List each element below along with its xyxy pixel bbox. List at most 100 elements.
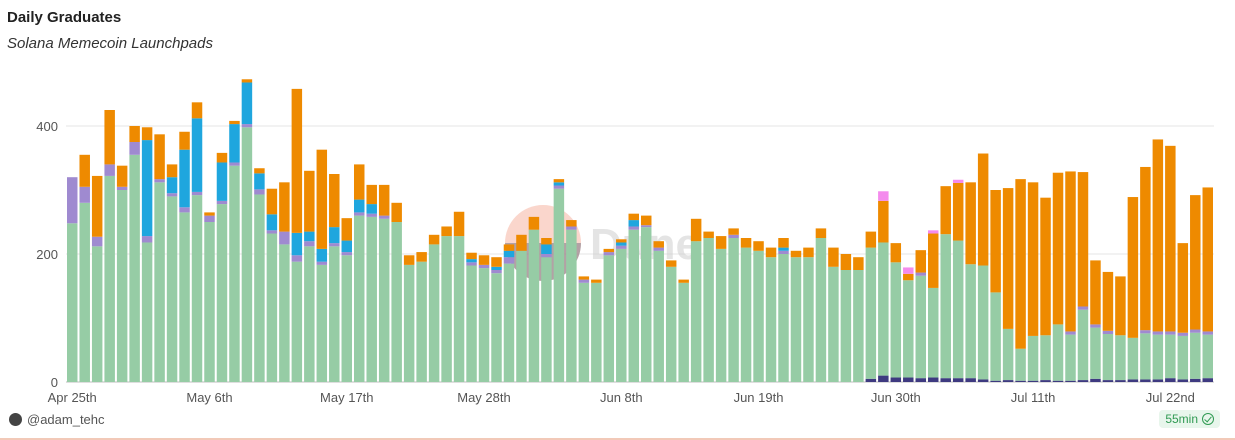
bar-segment [341,240,352,253]
bar-segment [291,232,303,256]
bar-segment [304,241,315,247]
bar-segment [1077,172,1089,307]
bar-segment [1190,195,1201,330]
bar-segment [166,177,178,194]
bar-segment [1177,335,1189,380]
bar-segment [304,246,315,382]
bar-segment [316,264,328,382]
bar-segment [1202,334,1213,379]
bar-segment [903,267,914,274]
bar-segment [1065,331,1076,335]
bar-segment [915,378,926,382]
bar-segment [828,247,839,267]
bar-segment [491,273,502,382]
bar-segment [1165,334,1176,379]
author-link[interactable]: @adam_tehc [9,412,105,427]
bar-segment [428,244,440,382]
bar-segment [91,246,103,382]
bar-segment [491,266,502,270]
bar-segment [166,164,178,178]
bar-segment [828,266,839,382]
y-tick-label: 400 [36,119,58,134]
bar-segment [291,255,303,262]
bar-segment [878,191,889,201]
bar-segment [1040,335,1051,381]
bar-segment [1202,378,1213,382]
bar-segment [191,191,203,196]
bar-segment [790,257,802,382]
bar-segment [903,273,914,281]
bar-segment [503,263,515,382]
bar-segment [279,231,290,245]
bar-segment [516,250,527,382]
y-tick-label: 200 [36,247,58,262]
bar-segment [129,142,140,155]
bar-segment [952,240,964,379]
bar-segment [179,131,190,150]
bar-segment [815,228,827,238]
bar-segment [1102,330,1114,334]
bar-segment [616,242,627,246]
bar-segment [616,239,627,243]
bar-segment [291,88,303,233]
bar-segment [91,236,103,247]
bar-segment [890,377,902,382]
bar-segment [466,262,477,266]
bar-segment [1002,188,1014,329]
bar-segment [366,204,377,214]
bar-segment [191,118,203,192]
bar-segment [141,127,153,141]
bar-segment [616,245,627,249]
bar-segment [778,247,789,251]
bar-segment [491,270,502,274]
bar-segment [378,184,390,216]
bar-segment [1140,330,1151,334]
bar-segment [366,184,377,205]
y-axis-ticks: 0 200 400 [36,119,58,390]
bar-segment [541,244,552,254]
bar-segment [1127,197,1139,338]
bar-segment [241,124,253,128]
bar-segment [354,215,365,382]
bar-segment [878,200,889,243]
bar-segment [354,164,365,200]
bar-segment [915,275,926,379]
bar-segment [1102,271,1114,331]
bar-segment [1152,334,1164,380]
bars [67,79,1213,382]
bar-segment [678,279,689,283]
bar-segment [890,243,902,263]
bar-segment [1065,334,1076,381]
bar-segment [191,102,203,119]
bar-segment [952,179,964,183]
bar-segment [740,247,752,382]
check-icon [1202,413,1214,425]
bar-segment [466,252,477,260]
bar-segment [279,182,290,232]
refresh-time: 55min [1165,412,1198,426]
refresh-badge[interactable]: 55min [1159,410,1220,428]
bar-segment [141,140,153,237]
bar-segment [553,182,565,186]
bar-segment [665,266,677,382]
bar-segment [378,215,390,219]
bar-segment [254,189,265,195]
bar-segment [1127,379,1139,382]
bar-segment [977,379,989,382]
bar-segment [441,226,452,237]
bar-segment [728,228,739,235]
bar-segment [1027,335,1039,381]
bar-segment [1152,139,1164,332]
bar-segment [753,250,764,382]
bar-segment [641,215,652,226]
bar-segment [952,182,964,241]
bar-segment [1102,334,1114,381]
bar-segment [241,82,253,125]
bar-segment [1140,166,1151,331]
bar-segment [266,230,278,234]
bar-segment [478,264,490,269]
bar-segment [591,279,602,283]
bar-segment [116,165,128,187]
bar-segment [229,165,240,382]
